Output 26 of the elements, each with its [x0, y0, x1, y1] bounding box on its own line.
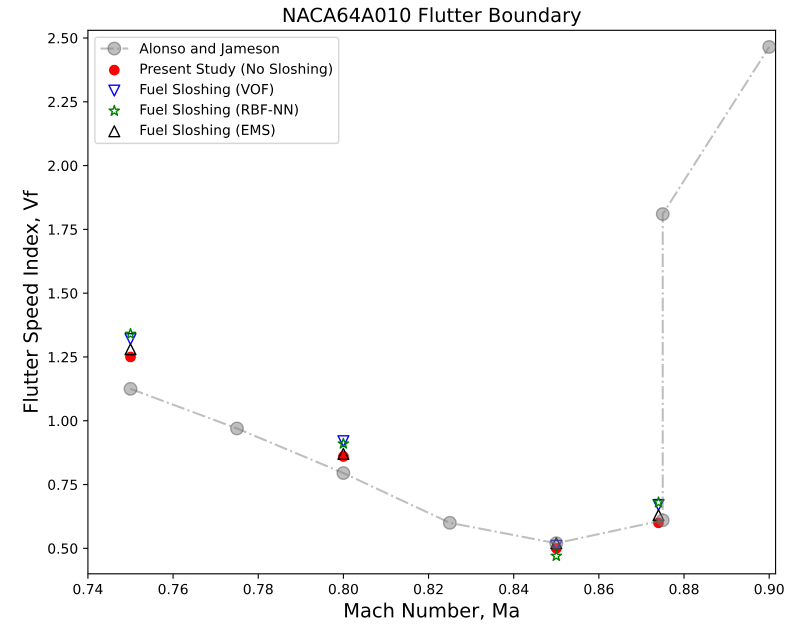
y-tick-label: 1.50 — [48, 288, 78, 299]
y-tick-label: 0.75 — [48, 480, 77, 490]
x-tick-label: 0.88 — [669, 584, 699, 594]
y-tick-label: 1.75 — [48, 224, 77, 235]
legend-label: Fuel Sloshing (VOF) — [140, 84, 274, 98]
x-tick-label: 0.76 — [158, 584, 188, 594]
y-tick-label: 1.00 — [48, 416, 78, 426]
legend-label: Fuel Sloshing (EMS) — [140, 124, 274, 138]
y-tick-label: 0.50 — [48, 543, 78, 554]
y-tick-label: 2.00 — [48, 160, 78, 172]
legend-label: Fuel Sloshing (RBF-NN) — [140, 104, 298, 118]
y-tick-label: 2.25 — [48, 96, 77, 108]
y-tick-label: 2.50 — [48, 32, 78, 44]
chart-title: NACA64A010 Flutter Boundary — [284, 7, 581, 26]
x-tick-label: 0.74 — [73, 584, 103, 594]
x-tick-label: 0.78 — [244, 584, 273, 594]
y-axis-title: Flutter Speed Index, Vf — [22, 190, 42, 412]
x-tick-label: 0.80 — [328, 584, 358, 594]
x-tick-label: 0.84 — [499, 584, 528, 594]
x-axis-title: Mach Number, Ma — [345, 602, 519, 620]
x-tick-label: 0.86 — [584, 584, 614, 594]
x-tick-label: 0.90 — [754, 584, 784, 594]
x-tick-label: 0.82 — [414, 584, 443, 594]
y-tick-label: 1.25 — [48, 352, 77, 362]
legend-label: Present Study (No Sloshing) — [140, 63, 332, 77]
legend-label: Alonso and Jameson — [139, 42, 279, 56]
